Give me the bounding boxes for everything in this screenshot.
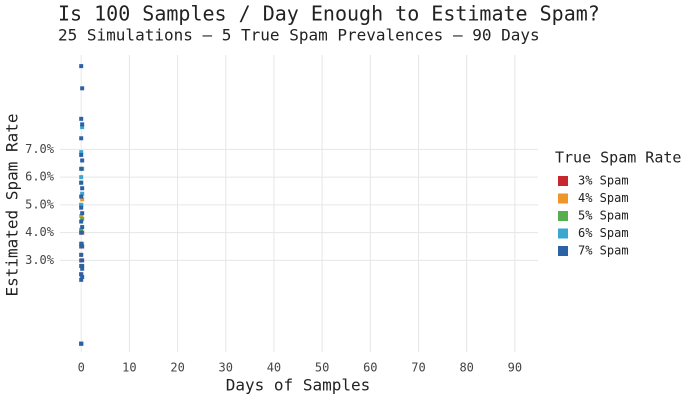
point	[80, 258, 85, 263]
point	[79, 166, 84, 171]
legend-label: 5% Spam	[578, 209, 629, 223]
x-axis-label: Days of Samples	[226, 376, 371, 395]
y-tick-label: 6.0%	[25, 170, 55, 184]
point	[79, 150, 84, 155]
chart-title: Is 100 Samples / Day Enough to Estimate …	[58, 2, 600, 26]
y-axis-label: Estimated Spam Rate	[3, 113, 22, 296]
legend-swatch	[558, 193, 568, 204]
legend-swatch	[558, 246, 568, 256]
point	[80, 86, 85, 91]
y-tick-label: 4.0%	[25, 225, 55, 239]
x-tick-label: 70	[411, 361, 425, 375]
point	[79, 230, 84, 235]
point	[80, 197, 85, 202]
legend-title: True Spam Rate	[555, 149, 681, 167]
point	[79, 219, 84, 224]
x-tick-label: 0	[78, 361, 85, 375]
point	[80, 122, 85, 127]
point	[80, 275, 85, 280]
point	[79, 263, 84, 268]
x-tick-label: 60	[363, 361, 377, 375]
point	[79, 180, 84, 185]
x-tick-label: 30	[219, 361, 233, 375]
y-tick-label: 3.0%	[25, 253, 55, 267]
point	[79, 241, 84, 246]
y-tick-label: 7.0%	[25, 142, 55, 156]
x-tick-label: 40	[267, 361, 281, 375]
point	[79, 205, 84, 210]
point	[79, 64, 84, 69]
point	[80, 216, 85, 221]
legend-label: 4% Spam	[578, 191, 629, 205]
point	[79, 227, 84, 232]
point	[79, 194, 84, 199]
point	[79, 175, 84, 180]
legend-label: 6% Spam	[578, 226, 629, 240]
point	[79, 152, 84, 157]
x-tick-label: 90	[508, 361, 522, 375]
point	[79, 136, 84, 141]
x-tick-label: 20	[170, 361, 184, 375]
point	[79, 116, 84, 121]
legend-label: 7% Spam	[578, 244, 629, 258]
point	[80, 158, 85, 163]
point	[80, 125, 85, 130]
point	[79, 272, 84, 277]
point	[79, 277, 84, 282]
point	[80, 266, 85, 271]
point	[80, 191, 85, 196]
x-tick-label: 50	[315, 361, 329, 375]
legend-swatch	[558, 228, 568, 239]
chart-subtitle: 25 Simulations – 5 True Spam Prevalences…	[58, 26, 540, 45]
legend-label: 3% Spam	[578, 174, 629, 188]
point	[79, 202, 84, 207]
point	[80, 244, 85, 249]
legend-swatch	[558, 176, 568, 186]
legend-swatch	[558, 211, 568, 221]
point	[79, 213, 84, 218]
point	[79, 252, 84, 257]
x-tick-label: 80	[459, 361, 473, 375]
point	[79, 341, 84, 346]
x-tick-label: 10	[122, 361, 136, 375]
point	[80, 225, 85, 230]
point	[80, 186, 85, 191]
point	[80, 211, 85, 216]
y-tick-label: 5.0%	[25, 197, 55, 211]
